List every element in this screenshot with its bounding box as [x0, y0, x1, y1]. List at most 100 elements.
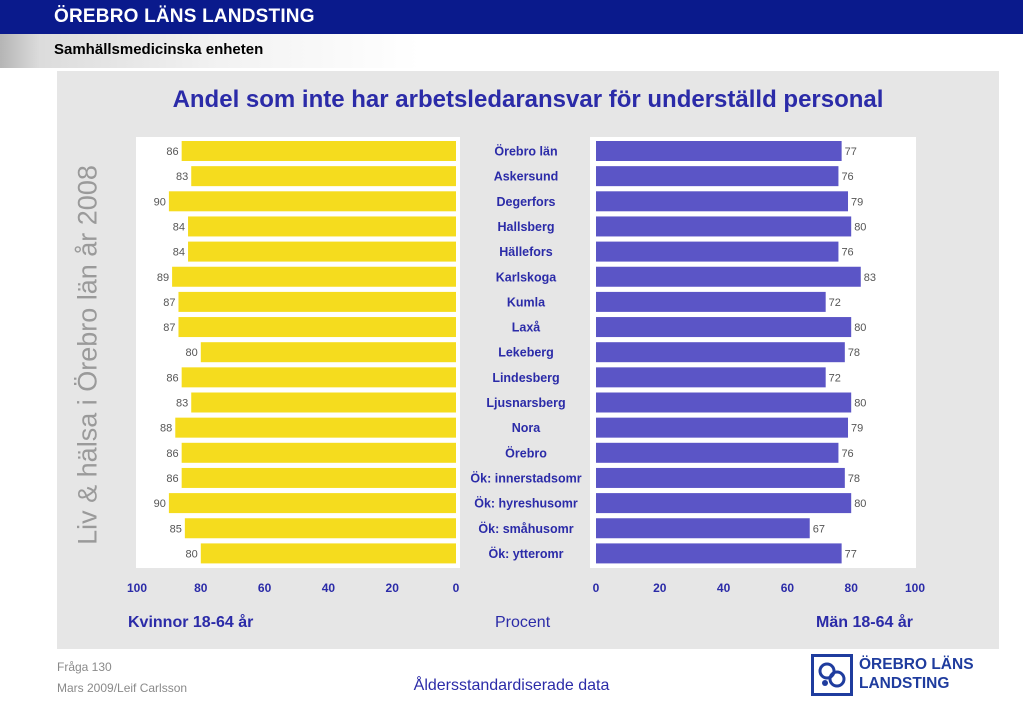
left-axis-tick-label: 60: [258, 581, 272, 595]
men-bar: [596, 141, 842, 161]
women-value-label: 90: [154, 498, 166, 510]
women-bar: [181, 467, 456, 488]
subheader-bar: [0, 34, 1023, 68]
men-bar: [596, 392, 852, 413]
right-axis-tick-label: 60: [781, 581, 795, 595]
men-bar: [596, 493, 852, 514]
legend-men: Män 18-64 år: [816, 614, 913, 631]
women-value-label: 84: [173, 221, 185, 233]
men-bar: [596, 342, 845, 363]
category-label: Kumla: [507, 295, 546, 309]
women-value-label: 86: [166, 448, 178, 460]
category-label: Laxå: [512, 321, 541, 335]
unit-title: Samhällsmedicinska enheten: [54, 41, 264, 58]
men-value-label: 83: [864, 272, 876, 284]
right-axis-tick-label: 100: [905, 581, 925, 595]
org-title: ÖREBRO LÄNS LANDSTING: [54, 6, 315, 27]
women-value-label: 89: [157, 272, 169, 284]
left-axis-tick-label: 0: [453, 581, 460, 595]
women-bar: [200, 543, 456, 564]
women-value-label: 83: [176, 398, 188, 410]
men-value-label: 80: [854, 498, 866, 510]
left-axis-tick-label: 40: [322, 581, 336, 595]
logo-text-line2: LANDSTING: [859, 675, 950, 692]
men-value-label: 78: [848, 473, 860, 485]
men-value-label: 76: [841, 247, 853, 259]
category-label: Hällefors: [499, 245, 553, 259]
men-bar: [596, 191, 849, 212]
logo-text-line1: ÖREBRO LÄNS: [859, 656, 974, 673]
men-bar: [596, 241, 839, 262]
category-label: Karlskoga: [496, 270, 557, 284]
men-value-label: 79: [851, 196, 863, 208]
question-number: Fråga 130: [57, 660, 112, 674]
category-label: Ök: hyreshusomr: [474, 496, 578, 511]
category-label: Ök: småhusomr: [478, 521, 573, 536]
women-bar: [181, 442, 456, 463]
women-bar: [200, 342, 456, 363]
right-axis-tick-label: 80: [845, 581, 859, 595]
legend-women: Kvinnor 18-64 år: [128, 614, 254, 631]
category-label: Nora: [512, 421, 542, 435]
chart-title: Andel som inte har arbetsledaransvar för…: [172, 86, 884, 113]
women-value-label: 84: [173, 247, 185, 259]
women-bar: [191, 166, 457, 187]
men-bar: [596, 317, 852, 338]
men-value-label: 80: [854, 398, 866, 410]
women-bar: [172, 266, 456, 287]
women-bar: [175, 417, 456, 438]
women-bar: [191, 392, 457, 413]
category-label: Ök: ytteromr: [488, 546, 563, 561]
women-bar: [181, 367, 456, 388]
women-bar: [181, 141, 456, 161]
women-value-label: 87: [163, 322, 175, 334]
men-bar: [596, 367, 826, 388]
header-bar: [0, 0, 1023, 34]
category-label: Hallsberg: [498, 220, 555, 234]
landsting-logo-icon: [811, 654, 853, 696]
women-value-label: 86: [166, 473, 178, 485]
women-value-label: 90: [154, 196, 166, 208]
men-bar: [596, 266, 861, 287]
men-bar: [596, 543, 842, 564]
women-bar: [168, 493, 456, 514]
women-value-label: 88: [160, 423, 172, 435]
category-label: Lindesberg: [492, 371, 559, 385]
men-bar: [596, 417, 849, 438]
men-value-label: 72: [829, 372, 841, 384]
men-value-label: 78: [848, 347, 860, 359]
left-axis-tick-label: 100: [127, 581, 147, 595]
men-bar: [596, 166, 839, 187]
men-value-label: 80: [854, 221, 866, 233]
category-label: Örebro län: [494, 144, 557, 159]
women-value-label: 86: [166, 372, 178, 384]
category-label: Lekeberg: [498, 346, 554, 360]
men-value-label: 76: [841, 448, 853, 460]
women-value-label: 80: [186, 347, 198, 359]
men-bar: [596, 467, 845, 488]
category-label: Degerfors: [496, 195, 555, 209]
women-bar: [168, 191, 456, 212]
left-axis-tick-label: 20: [386, 581, 400, 595]
women-bar: [178, 317, 456, 338]
landsting-logo: ÖREBRO LÄNS LANDSTING: [811, 654, 974, 696]
women-value-label: 85: [170, 523, 182, 535]
women-value-label: 87: [163, 297, 175, 309]
women-value-label: 83: [176, 171, 188, 183]
right-axis-tick-label: 20: [653, 581, 667, 595]
men-bar: [596, 442, 839, 463]
category-label: Örebro: [505, 445, 547, 460]
men-value-label: 67: [813, 523, 825, 535]
men-bar: [596, 216, 852, 237]
right-axis-tick-label: 0: [593, 581, 600, 595]
category-label: Ök: innerstadsomr: [470, 470, 581, 485]
right-axis-tick-label: 40: [717, 581, 731, 595]
men-bar: [596, 518, 810, 539]
category-label: Askersund: [494, 170, 559, 184]
footnote: Åldersstandardiserade data: [413, 677, 610, 694]
women-bar: [184, 518, 456, 539]
men-value-label: 79: [851, 423, 863, 435]
left-axis-tick-label: 80: [194, 581, 208, 595]
men-value-label: 77: [845, 548, 857, 560]
